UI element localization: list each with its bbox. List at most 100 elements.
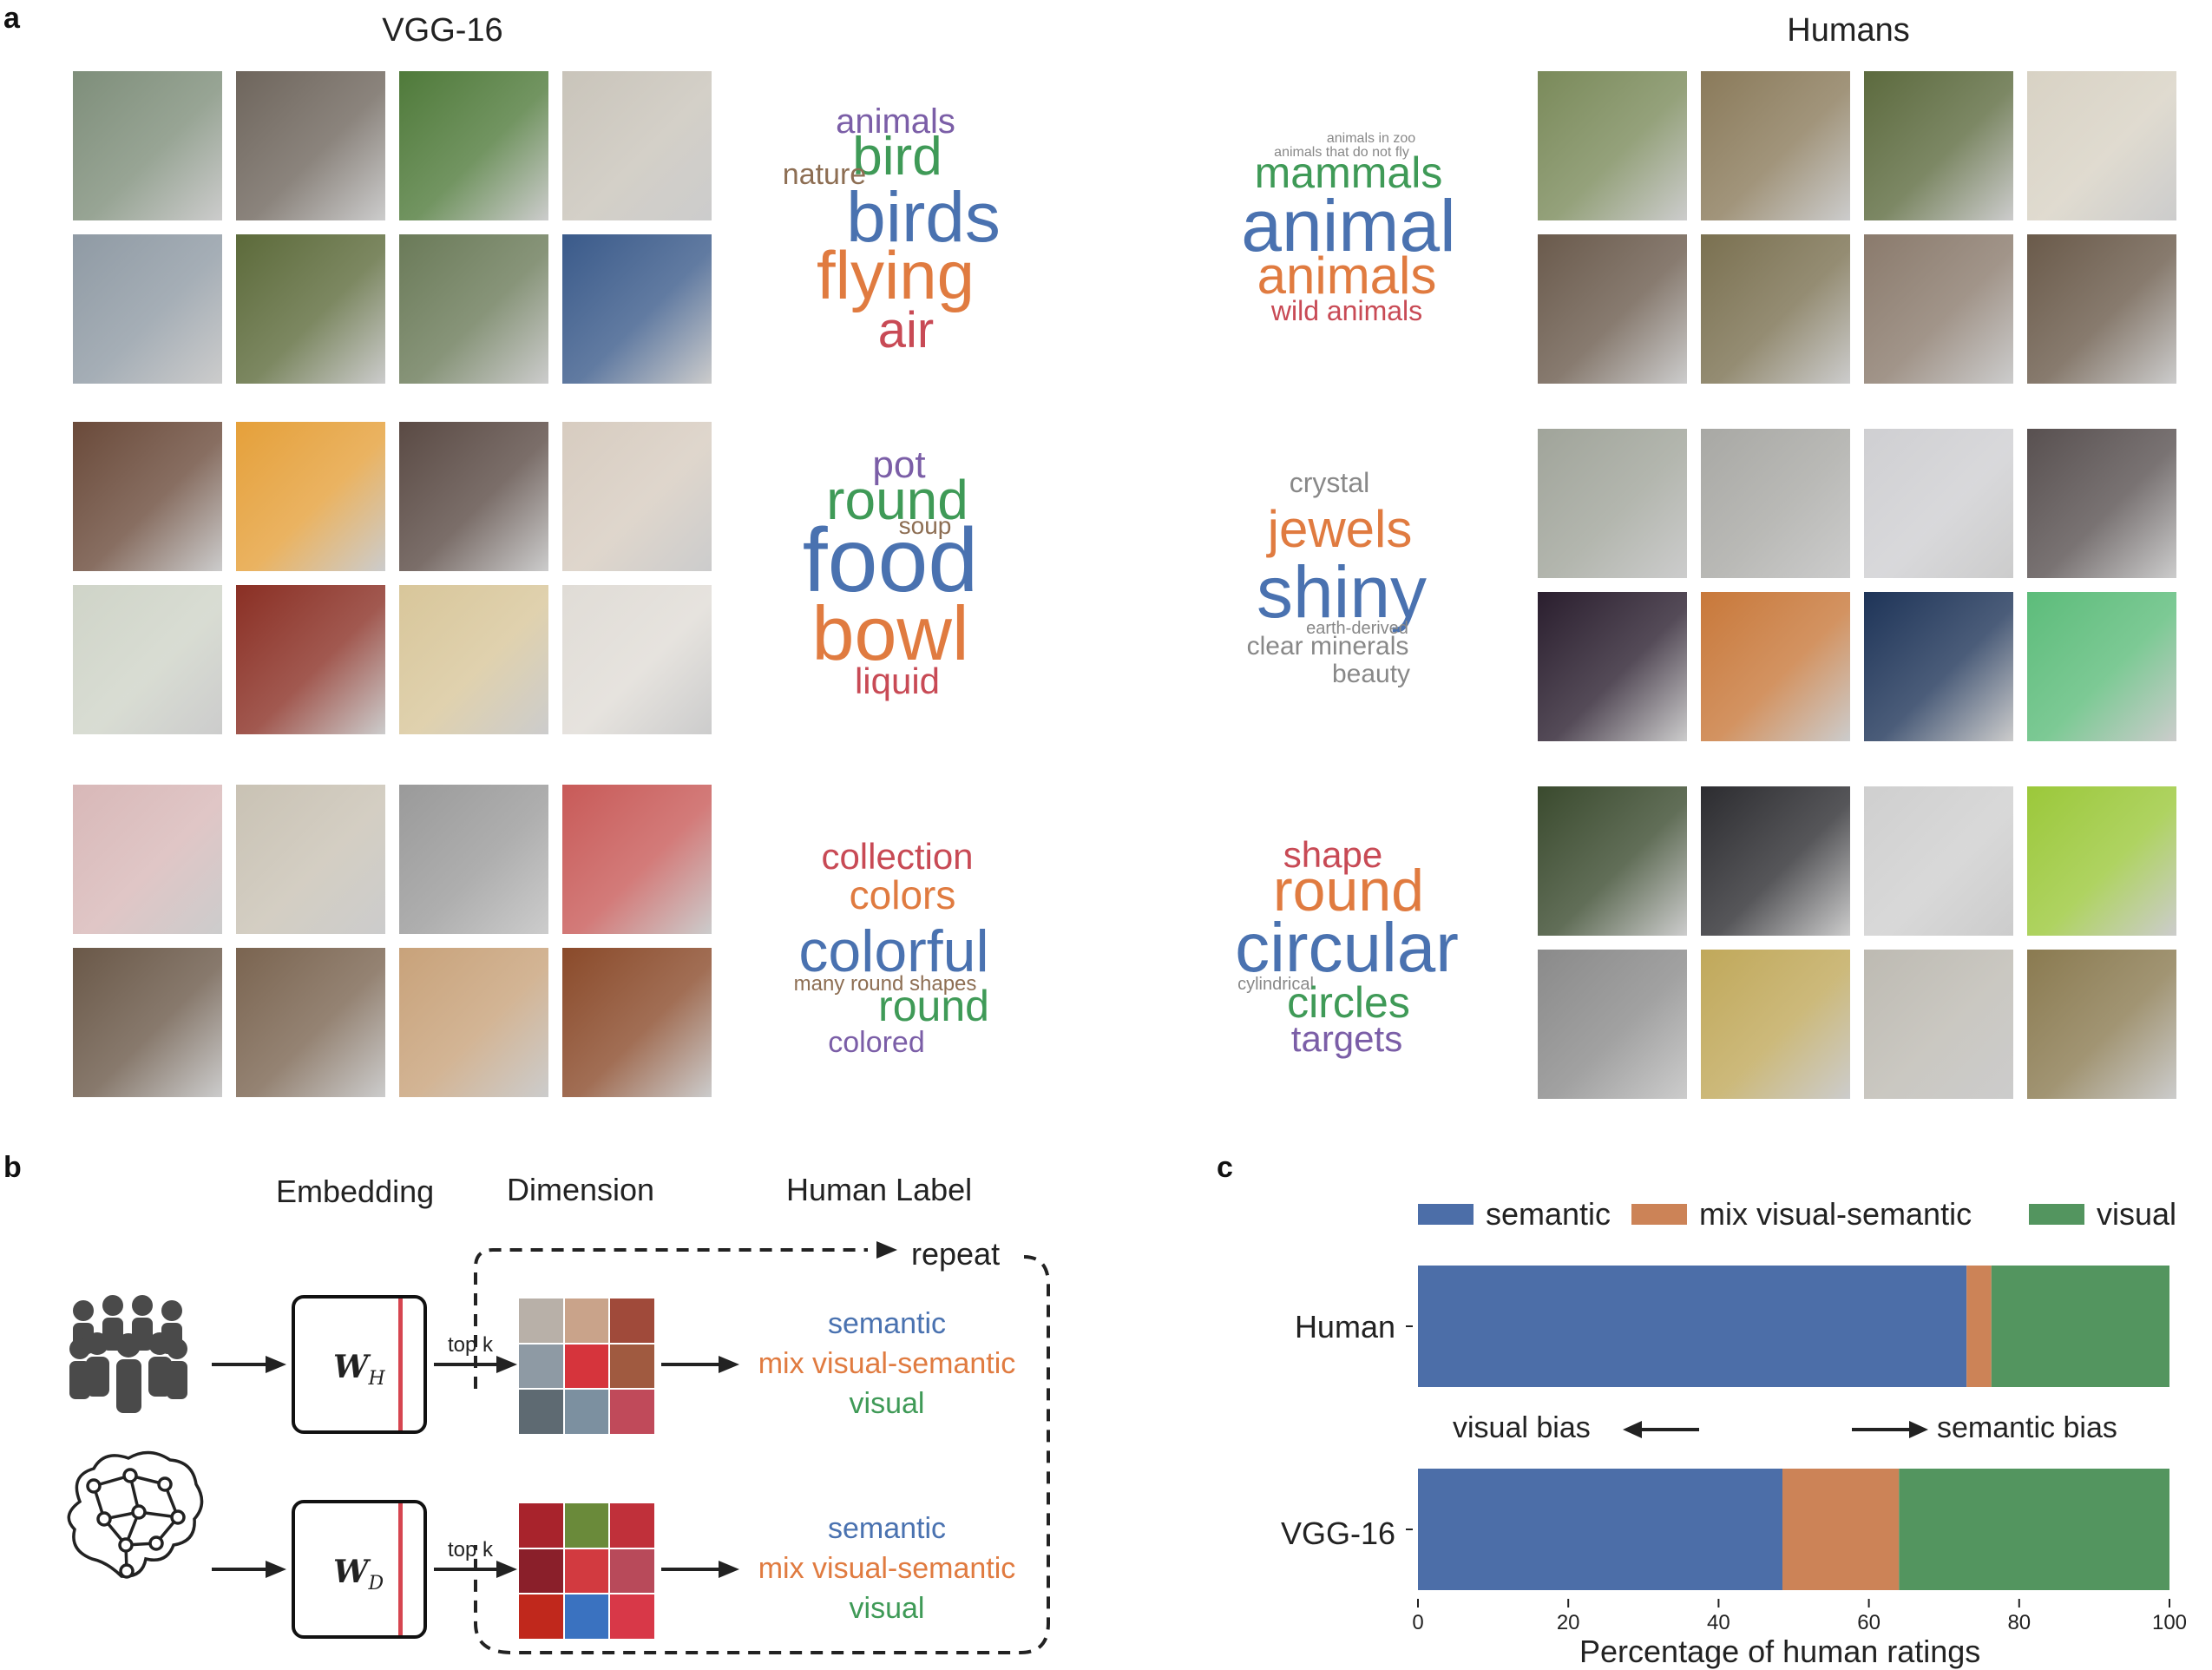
visual-bias-arrow [1623,1421,1699,1438]
matrix-wh-box: WH [292,1295,427,1434]
photo-firewood [236,948,385,1097]
photo-chili-bowl [236,585,385,734]
photo-frisbee [2027,786,2176,936]
topk-label-dnn: top k [448,1538,494,1562]
cloud-word: nature [782,158,867,191]
people-group-icon [69,1295,187,1413]
x-tick-label: 40 [1707,1611,1730,1634]
legend-swatch-mix [1631,1204,1687,1225]
topk-label-human: top k [448,1333,494,1357]
photo-sloth [1864,71,2013,220]
label-set-dnn: semantic mix visual-semantic visual [739,1509,1034,1628]
photo-cockatoo [73,71,222,220]
human-image-grid-row-2 [1538,429,2176,741]
neural-brain-icon [67,1450,204,1579]
vgg-image-grid-row-2 [73,422,712,734]
photo-vinyl-record [1864,786,2013,936]
photo-eagle [399,234,548,384]
photo-puffin [236,234,385,384]
repeat-loop-body [474,1255,1050,1654]
photo-measuring-jug [73,585,222,734]
photo-salt-crystals [2027,429,2176,578]
photo-manhole-cover [1538,950,1687,1099]
photo-archery-target [1538,786,1687,936]
cloud-word: colorful [798,918,989,984]
cloud-word: pot [872,444,926,486]
photo-candies [562,785,712,934]
legend-label-semantic: semantic [1486,1196,1611,1232]
cloud-word: birds [846,178,1001,257]
cloud-word: beauty [1331,660,1411,688]
human-image-grid-row-1 [1538,71,2176,384]
cloud-word: soup [898,512,952,539]
label-mix: mix visual-semantic [758,1347,1016,1380]
visual-bias-label: visual bias [1453,1411,1591,1444]
vgg-image-grid-row-1 [73,71,712,384]
label-visual: visual [849,1387,925,1420]
cloud-word: round [826,469,968,531]
photo-loupe [1538,429,1687,578]
photo-pills [236,785,385,934]
panel-b-letter: b [3,1151,22,1184]
cloud-word: colored [828,1026,925,1059]
legend-item-mix: mix visual-semantic [1631,1196,1972,1233]
cloud-word: food [802,510,979,611]
cloud-word: bowl [811,590,969,676]
bar-human-mix-visual-semantic [1966,1266,1992,1387]
photo-meerkat [1701,71,1850,220]
x-tick-label: 20 [1556,1611,1580,1634]
human-image-grid-row-3 [1538,786,2176,1099]
matrix-wd-selected-dimension [398,1503,403,1635]
cloud-word: wild animals [1270,295,1423,326]
panel-b-diagram [67,1241,1050,1654]
cloud-word: earth-derived [1306,619,1408,638]
cloud-word: clear minerals [1246,632,1409,661]
bar-vgg-16-semantic [1418,1469,1783,1590]
semantic-bias-arrow [1852,1421,1928,1438]
cloud-word: shape [1283,834,1383,875]
category-label-vgg16: VGG-16 [1280,1515,1395,1551]
repeat-arrowhead [876,1241,897,1259]
cloud-word: animals [1257,247,1437,305]
photo-gemstone [1701,429,1850,578]
stacked-bar-chart [1406,1266,2170,1608]
photo-mouse [2027,234,2176,384]
cloud-word: bird [852,127,942,187]
matrix-wd-label: WD [333,1554,384,1595]
cloud-word: animals that do not fly [1274,145,1409,160]
photo-almonds [562,948,712,1097]
photo-sculpture [1701,950,1850,1099]
bar-vgg-16-mix-visual-semantic [1782,1469,1900,1590]
photo-crystal-ball [1701,592,1850,741]
photo-prism [1864,429,2013,578]
photo-hockey-pucks [1864,950,2013,1099]
cloud-word: circles [1287,978,1410,1027]
photo-dog [1538,71,1687,220]
cloud-word: air [877,302,935,358]
photo-espresso-cup [562,585,712,734]
label-mix: mix visual-semantic [758,1552,1016,1585]
semantic-bias-label: semantic bias [1937,1411,2117,1444]
legend-item-semantic: semantic [1418,1196,1611,1233]
photo-scarlet-macaw [399,71,548,220]
photo-ruby [1538,592,1687,741]
legend-swatch-semantic [1418,1204,1474,1225]
cloud-word: shiny [1256,551,1428,633]
photo-abacus [73,948,222,1097]
human-label-header: Human Label [786,1172,973,1207]
photo-porthole [1701,786,1850,936]
legend-label-visual: visual [2097,1196,2177,1232]
panel-c-letter: c [1217,1151,1233,1184]
cloud-word: crystal [1289,467,1370,498]
cloud-word: colors [849,872,956,917]
photo-corks [399,948,548,1097]
photo-chihuahua [1864,234,2013,384]
photo-emerald [2027,592,2176,741]
matrix-wd-box: WD [292,1500,427,1639]
cloud-word: animals [836,102,955,141]
cloud-word: jewels [1267,500,1413,558]
cloud-word: flying [816,237,975,313]
legend-item-visual: visual [2029,1196,2176,1233]
vgg-column-title: VGG-16 [382,12,503,49]
label-semantic: semantic [827,1307,947,1340]
